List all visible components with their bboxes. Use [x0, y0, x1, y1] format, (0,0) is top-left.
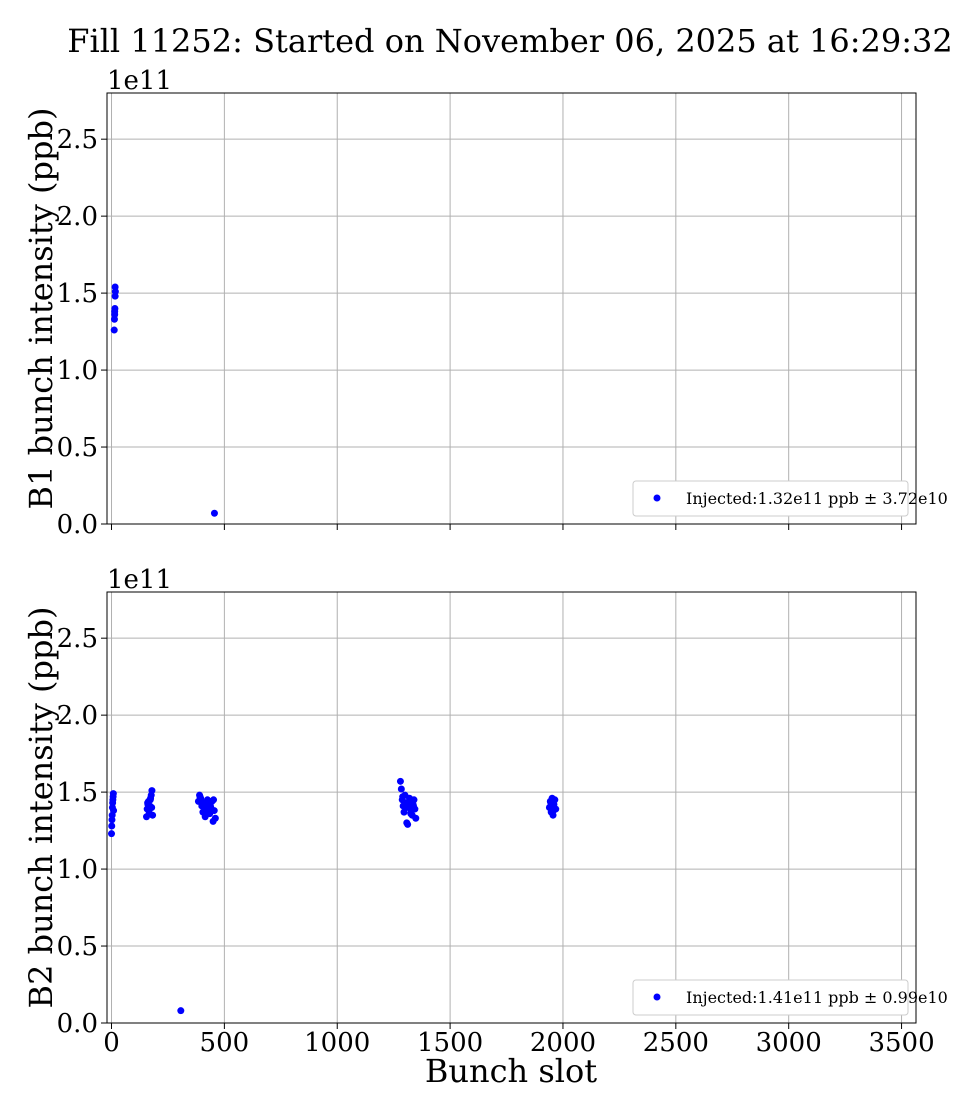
b1-legend: Injected:1.32e11 ppb ± 3.72e10 — [632, 480, 948, 517]
b1-data-point — [110, 326, 118, 334]
b2-data-point — [410, 796, 418, 804]
b2-data-point — [404, 799, 412, 807]
b2-data-point — [177, 1007, 185, 1015]
b1-ticks: 0.0 0.5 1.0 1.5 2.0 2.5 — [57, 125, 903, 540]
b2-data-point — [108, 830, 116, 838]
b2-grid — [107, 592, 916, 1024]
b2-data-point — [110, 807, 118, 815]
b2-y-scale-label: 1e11 — [107, 565, 172, 595]
b2-x-tick-label: 3000 — [756, 1028, 822, 1058]
b2-x-tick-label: 2000 — [530, 1028, 596, 1058]
b1-data-point — [210, 509, 218, 517]
panel-b1: 0.0 0.5 1.0 1.5 2.0 2.5 1e11 B1 bunch intensi… — [22, 66, 948, 540]
b2-data-point — [404, 820, 412, 828]
b2-data-point — [109, 790, 117, 798]
b2-x-tick-label: 2500 — [643, 1028, 709, 1058]
b2-data-point — [410, 802, 418, 810]
b2-y-tick-label: 0.0 — [57, 1009, 98, 1039]
b2-x-tick-label: 3500 — [868, 1028, 934, 1058]
b2-data-point — [108, 822, 116, 830]
b1-legend-marker — [653, 494, 661, 502]
b2-y-axis-label: B2 bunch intensity (ppb) — [22, 607, 60, 1009]
b2-data-point — [146, 796, 154, 804]
b1-axes-frame — [106, 92, 917, 525]
b1-data-point — [111, 305, 119, 312]
b2-points — [108, 777, 560, 1015]
b2-data-point — [210, 807, 218, 815]
panel-b2: 0 500 1000 1500 2000 2500 3000 3500 0.0 0.5 1.0 1.5… — [22, 565, 948, 1058]
b1-data-point — [111, 283, 119, 291]
b2-y-tick-label: 2.5 — [57, 624, 98, 654]
b2-data-point — [549, 807, 557, 815]
b1-y-tick-label: 1.5 — [57, 279, 98, 309]
b2-data-point — [547, 799, 555, 807]
b2-data-point — [148, 804, 156, 811]
b2-x-tick-label: 1500 — [417, 1028, 483, 1058]
figure-title: Fill 11252: Started on November 06, 2025… — [67, 22, 953, 60]
b2-legend-box — [632, 979, 909, 1016]
b2-data-point — [412, 814, 420, 822]
b2-data-point — [397, 785, 405, 793]
b2-legend: Injected:1.41e11 ppb ± 0.99e10 — [632, 979, 948, 1016]
b2-y-tick-label: 0.5 — [57, 932, 98, 962]
b2-data-point — [396, 777, 404, 785]
b2-data-point — [211, 814, 219, 822]
b1-legend-box — [632, 480, 909, 517]
b1-y-tick-label: 0.5 — [57, 433, 98, 463]
b2-data-point — [148, 787, 156, 795]
b2-data-point — [196, 793, 204, 801]
b2-x-tick-label: 1000 — [304, 1028, 370, 1058]
b1-y-tick-label: 0.0 — [57, 510, 98, 540]
b1-y-tick-label: 2.0 — [57, 202, 98, 232]
b1-points — [110, 283, 218, 517]
b2-legend-label: Injected:1.41e11 ppb ± 0.99e10 — [686, 988, 948, 1007]
b1-data-point — [111, 311, 119, 319]
b2-y-tick-label: 2.0 — [57, 701, 98, 731]
b2-legend-marker — [653, 993, 661, 1001]
b1-y-axis-label: B1 bunch intensity (ppb) — [22, 108, 60, 510]
b2-x-tick-label: 500 — [200, 1028, 250, 1058]
b2-data-point — [200, 800, 208, 808]
b2-data-point — [206, 802, 214, 810]
b2-axes-frame — [106, 591, 917, 1024]
b2-data-point — [210, 796, 218, 804]
x-axis-label: Bunch slot — [425, 1052, 597, 1090]
b1-y-tick-label: 1.0 — [57, 356, 98, 386]
b2-data-point — [407, 810, 415, 818]
b2-y-tick-label: 1.5 — [57, 778, 98, 808]
b2-x-tick-label: 0 — [103, 1028, 120, 1058]
b1-y-tick-label: 2.5 — [57, 125, 98, 155]
b1-legend-label: Injected:1.32e11 ppb ± 3.72e10 — [686, 489, 948, 508]
b2-data-point — [399, 793, 407, 801]
b2-y-tick-label: 1.0 — [57, 855, 98, 885]
b2-data-point — [203, 810, 211, 818]
b1-grid — [107, 93, 916, 525]
b1-y-scale-label: 1e11 — [107, 66, 172, 96]
b2-ticks: 0 500 1000 1500 2000 2500 3000 3500 0.0 0.5 1.0 1.5… — [57, 624, 935, 1058]
